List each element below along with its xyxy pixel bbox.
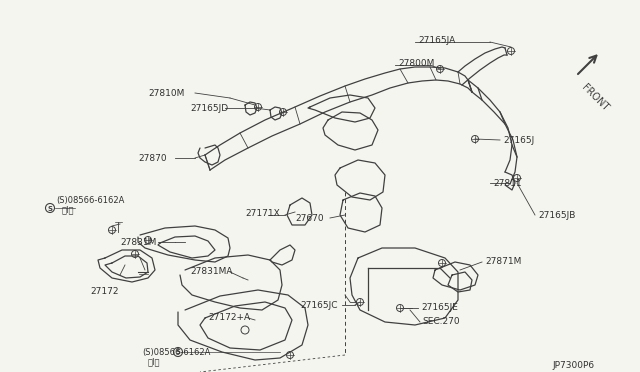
Text: 27800M: 27800M <box>398 58 435 67</box>
Text: 27831M: 27831M <box>120 237 156 247</box>
Text: 27670: 27670 <box>295 214 324 222</box>
Text: JP7300P6: JP7300P6 <box>553 362 595 371</box>
Text: 27165J: 27165J <box>503 135 534 144</box>
Text: S: S <box>47 205 52 212</box>
Text: 27165JD: 27165JD <box>190 103 228 112</box>
Text: 27165JE: 27165JE <box>421 304 458 312</box>
Text: 〈I〉: 〈I〉 <box>62 205 74 215</box>
Text: 27811: 27811 <box>493 179 522 187</box>
Text: 27171X: 27171X <box>245 208 280 218</box>
Text: 27172+A: 27172+A <box>208 314 250 323</box>
Text: SEC.270: SEC.270 <box>422 317 460 327</box>
Text: 27870: 27870 <box>138 154 166 163</box>
Text: 〈I〉: 〈I〉 <box>148 357 161 366</box>
Text: 27831MA: 27831MA <box>190 267 232 276</box>
Text: S: S <box>175 350 180 356</box>
Text: 27165JA: 27165JA <box>418 35 455 45</box>
Text: 27810M: 27810M <box>148 89 184 97</box>
Text: (S)08566-6162A: (S)08566-6162A <box>56 196 124 205</box>
Text: 27165JB: 27165JB <box>538 211 575 219</box>
Text: FRONT: FRONT <box>580 82 611 113</box>
Text: (S)08566-6162A: (S)08566-6162A <box>142 347 211 356</box>
Text: 27871M: 27871M <box>485 257 522 266</box>
Text: 27165JC: 27165JC <box>300 301 337 310</box>
Text: 27172: 27172 <box>90 288 118 296</box>
